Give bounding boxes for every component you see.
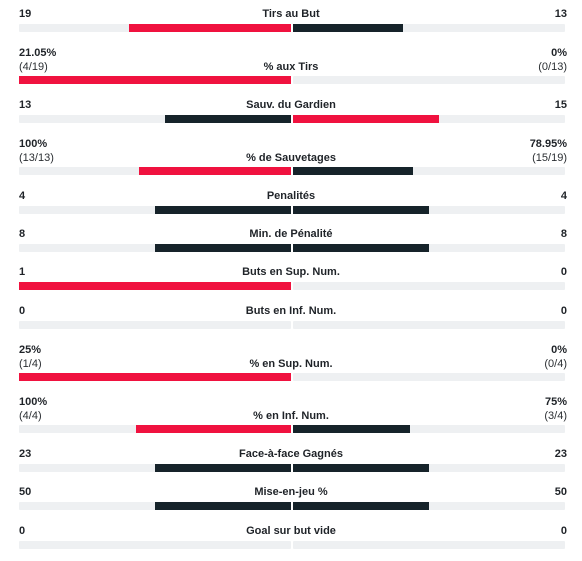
stat-label: Min. de Pénalité: [249, 228, 333, 240]
home-value: 23: [19, 448, 32, 460]
home-bar-fill: [155, 464, 291, 472]
away-value: 0: [560, 305, 567, 317]
home-value: 100%: [19, 138, 48, 150]
away-bar-track: [293, 373, 565, 381]
away-bar-fill: [293, 206, 429, 214]
stat-label: Penalités: [266, 190, 316, 202]
stat-label: % aux Tirs: [263, 61, 319, 73]
stat-label: Buts en Inf. Num.: [245, 305, 337, 317]
away-value: 0%: [551, 47, 567, 59]
away-subvalue: (0/13): [538, 61, 567, 73]
away-bar-fill: [293, 24, 404, 32]
away-value: 0: [560, 525, 567, 537]
home-bar-fill: [164, 115, 291, 123]
home-value: 19: [19, 8, 32, 20]
home-bar-fill: [155, 244, 291, 252]
home-bar-track: [19, 321, 291, 329]
away-bar-fill: [293, 464, 429, 472]
home-value: 8: [19, 228, 26, 240]
home-value: 0: [19, 525, 26, 537]
away-value: 13: [554, 8, 567, 20]
away-value: 0: [560, 266, 567, 278]
away-bar-fill: [293, 115, 439, 123]
away-bar-track: [293, 115, 565, 123]
away-bar-fill: [293, 167, 413, 175]
home-subvalue: (4/19): [19, 61, 48, 73]
home-subvalue: (13/13): [19, 152, 54, 164]
home-bar-track: [19, 425, 291, 433]
away-subvalue: (3/4): [544, 410, 567, 422]
home-value: 13: [19, 99, 32, 111]
away-value: 4: [560, 190, 567, 202]
home-bar-fill: [19, 282, 291, 290]
away-value: 75%: [544, 396, 567, 408]
home-subvalue: (4/4): [19, 410, 42, 422]
home-value: 1: [19, 266, 26, 278]
away-value: 23: [554, 448, 567, 460]
home-bar-track: [19, 464, 291, 472]
away-bar-track: [293, 502, 565, 510]
home-bar-fill: [135, 425, 291, 433]
stat-label: % en Sup. Num.: [249, 358, 333, 370]
stat-label: Sauv. du Gardien: [246, 99, 336, 111]
home-value: 100%: [19, 396, 48, 408]
stat-label: Mise-en-jeu %: [254, 486, 328, 498]
away-value: 8: [560, 228, 567, 240]
stat-label: Buts en Sup. Num.: [242, 266, 340, 278]
home-bar-track: [19, 76, 291, 84]
away-subvalue: (15/19): [532, 152, 567, 164]
home-bar-track: [19, 24, 291, 32]
away-value: 0%: [551, 344, 567, 356]
away-bar-track: [293, 244, 565, 252]
home-value: 21.05%: [19, 47, 57, 59]
away-bar-track: [293, 206, 565, 214]
away-bar-track: [293, 464, 565, 472]
home-bar-track: [19, 541, 291, 549]
home-bar-track: [19, 167, 291, 175]
stat-label: Face-à-face Gagnés: [239, 448, 343, 460]
away-bar-track: [293, 541, 565, 549]
away-bar-fill: [293, 502, 429, 510]
home-bar-track: [19, 244, 291, 252]
home-bar-track: [19, 502, 291, 510]
away-bar-fill: [293, 425, 410, 433]
stat-label: Tirs au But: [262, 8, 320, 20]
home-bar-track: [19, 115, 291, 123]
home-bar-fill: [155, 206, 291, 214]
home-subvalue: (1/4): [19, 358, 42, 370]
home-bar-track: [19, 206, 291, 214]
stat-label: Goal sur but vide: [246, 525, 336, 537]
home-value: 50: [19, 486, 32, 498]
home-value: 0: [19, 305, 26, 317]
away-value: 15: [554, 99, 567, 111]
home-value: 25%: [19, 344, 42, 356]
away-value: 78.95%: [529, 138, 567, 150]
away-bar-track: [293, 321, 565, 329]
home-bar-fill: [19, 76, 291, 84]
away-bar-track: [293, 282, 565, 290]
stat-label: % de Sauvetages: [246, 152, 336, 164]
home-bar-fill: [19, 373, 291, 381]
away-subvalue: (0/4): [544, 358, 567, 370]
stat-label: % en Inf. Num.: [253, 410, 329, 422]
away-bar-track: [293, 167, 565, 175]
away-bar-track: [293, 425, 565, 433]
home-bar-track: [19, 282, 291, 290]
home-bar-fill: [129, 24, 291, 32]
away-bar-track: [293, 76, 565, 84]
away-value: 50: [554, 486, 567, 498]
home-bar-track: [19, 373, 291, 381]
home-value: 4: [19, 190, 26, 202]
away-bar-fill: [293, 244, 429, 252]
home-bar-fill: [138, 167, 291, 175]
away-bar-track: [293, 24, 565, 32]
home-bar-fill: [155, 502, 291, 510]
